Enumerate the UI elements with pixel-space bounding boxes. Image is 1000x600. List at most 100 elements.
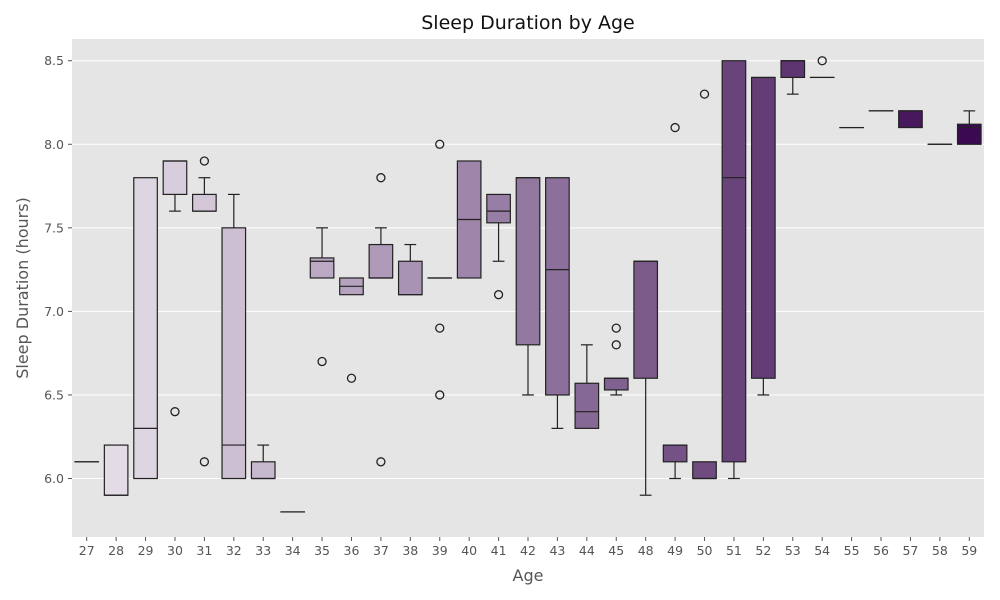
x-tick-label: 54 <box>814 543 830 558</box>
y-tick-label: 6.0 <box>44 471 64 486</box>
x-tick-label: 36 <box>344 543 360 558</box>
x-tick-label: 27 <box>79 543 95 558</box>
y-tick-label: 8.5 <box>44 53 64 68</box>
box-age-52 <box>750 76 776 396</box>
x-tick-label: 50 <box>697 543 713 558</box>
iqr-box <box>192 193 217 212</box>
box-age-31 <box>192 156 217 467</box>
iqr-box <box>603 377 629 391</box>
box-series <box>74 56 982 513</box>
iqr-box <box>486 193 511 224</box>
box-age-51 <box>721 60 747 480</box>
box-age-30 <box>162 160 188 417</box>
box-age-49 <box>662 122 688 480</box>
y-axis-ticks: 6.0 6.5 7.0 7.5 8.0 8.5 <box>44 53 72 486</box>
iqr-box <box>750 76 776 379</box>
x-tick-label: 39 <box>432 543 448 558</box>
y-axis-label: Sleep Duration (hours) <box>13 197 32 379</box>
box-age-37 <box>368 173 394 467</box>
x-tick-label: 34 <box>285 543 301 558</box>
x-tick-label: 30 <box>167 543 183 558</box>
iqr-box <box>898 110 923 129</box>
outlier-point <box>699 89 710 99</box>
x-tick-label: 52 <box>755 543 771 558</box>
iqr-box <box>545 177 570 396</box>
box-age-59 <box>956 110 982 145</box>
outlier-point <box>817 56 827 66</box>
x-tick-label: 41 <box>491 543 507 558</box>
box-age-33 <box>250 444 276 480</box>
x-tick-label: 45 <box>608 543 624 558</box>
outlier-point <box>670 122 680 133</box>
iqr-box <box>162 160 188 196</box>
iqr-box <box>662 444 688 463</box>
iqr-box <box>633 260 659 379</box>
outlier-point <box>435 390 445 400</box>
outlier-point <box>435 139 445 149</box>
outlier-point <box>611 323 621 333</box>
x-tick-label: 31 <box>196 543 212 558</box>
iqr-box <box>250 461 276 480</box>
outlier-point <box>346 373 357 383</box>
x-tick-label: 37 <box>373 543 389 558</box>
outlier-point <box>199 457 210 467</box>
outlier-point <box>435 323 445 333</box>
x-tick-label: 33 <box>255 543 271 558</box>
box-age-40 <box>456 160 482 279</box>
y-tick-label: 7.0 <box>44 304 64 319</box>
iqr-box <box>692 461 717 480</box>
outlier-point <box>317 356 327 367</box>
chart-title: Sleep Duration by Age <box>421 12 634 34</box>
x-axis-label: Age <box>513 566 544 585</box>
box-age-36 <box>339 277 364 383</box>
y-tick-label: 8.0 <box>44 137 64 152</box>
outlier-point <box>611 340 621 350</box>
outlier-point <box>199 156 210 166</box>
x-tick-label: 49 <box>667 543 683 558</box>
iqr-box <box>515 177 541 346</box>
x-tick-label: 42 <box>520 543 536 558</box>
box-age-42 <box>515 177 541 396</box>
x-tick-label: 32 <box>226 543 242 558</box>
box-age-38 <box>397 243 423 296</box>
iqr-box <box>721 60 747 463</box>
x-tick-label: 29 <box>138 543 154 558</box>
box-age-28 <box>103 444 129 496</box>
box-age-35 <box>309 227 335 367</box>
box-age-41 <box>486 193 511 300</box>
x-axis-ticks: 27 28 29 30 31 32 33 34 35 36 37 38 39 40 41 42 43 44 45 48… <box>79 537 977 558</box>
x-tick-label: 43 <box>549 543 565 558</box>
x-tick-label: 40 <box>461 543 477 558</box>
x-tick-label: 59 <box>961 543 977 558</box>
box-age-43 <box>545 177 570 429</box>
box-age-57 <box>898 110 923 129</box>
x-tick-label: 35 <box>314 543 330 558</box>
outlier-point <box>493 290 504 300</box>
iqr-box <box>309 257 335 279</box>
box-age-50 <box>692 89 717 480</box>
box-age-44 <box>574 344 600 429</box>
iqr-box <box>133 177 158 480</box>
box-age-45 <box>603 323 629 396</box>
y-tick-label: 6.5 <box>44 387 64 402</box>
x-tick-label: 55 <box>844 543 860 558</box>
box-age-48 <box>633 260 659 496</box>
box-age-32 <box>221 193 247 480</box>
outlier-point <box>376 457 386 467</box>
x-tick-label: 28 <box>108 543 124 558</box>
x-tick-label: 57 <box>902 543 918 558</box>
iqr-box <box>780 60 806 79</box>
outlier-point <box>376 173 386 183</box>
iqr-box <box>397 260 423 296</box>
x-tick-label: 58 <box>932 543 948 558</box>
x-tick-label: 44 <box>579 543 595 558</box>
x-tick-label: 51 <box>726 543 742 558</box>
iqr-box <box>574 382 600 429</box>
y-tick-label: 7.5 <box>44 220 64 235</box>
iqr-box <box>368 243 394 279</box>
x-tick-label: 53 <box>785 543 801 558</box>
x-tick-label: 38 <box>402 543 418 558</box>
x-tick-label: 56 <box>873 543 889 558</box>
box-age-53 <box>780 60 806 95</box>
